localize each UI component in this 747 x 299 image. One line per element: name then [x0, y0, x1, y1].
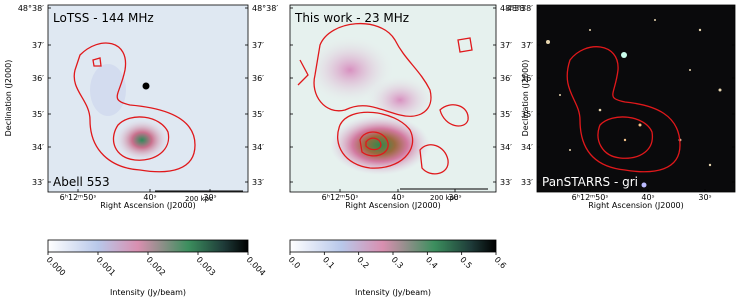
- y-tick-label: 48°38′: [252, 4, 278, 13]
- y-tick-label: 34′: [252, 143, 264, 152]
- x-axis-title: Right Ascension (J2000): [588, 201, 684, 210]
- y-tick-label: 37′: [521, 41, 533, 50]
- colorbar-tick-label: 0.5: [458, 255, 473, 270]
- y-tick-label: 48°38′: [507, 4, 533, 13]
- image: [47, 4, 249, 193]
- stars: [546, 19, 722, 188]
- y-axis-title: Declination (J2000): [521, 60, 530, 137]
- y-tick-label: 37′: [252, 41, 264, 50]
- contour: [359, 131, 389, 157]
- source: [142, 82, 150, 90]
- scalebar-label: 200 kpc: [430, 194, 458, 202]
- y-tick-label: 37′: [500, 41, 512, 50]
- contour: [297, 59, 309, 86]
- image: [536, 4, 736, 193]
- y-tick-label: 35′: [521, 110, 533, 119]
- emission: [90, 64, 126, 116]
- colorbar-tick-label: 0.2: [355, 255, 370, 270]
- colorbar: [289, 239, 497, 253]
- contour: [112, 116, 170, 161]
- contour: [597, 116, 653, 159]
- contour: [73, 42, 196, 173]
- emission: [365, 75, 435, 125]
- colorbar-tick-label: 0.002: [145, 255, 168, 278]
- x-axis-title: Right Ascension (J2000): [100, 201, 196, 210]
- y-tick-label: 35′: [252, 110, 264, 119]
- contour: [439, 104, 469, 127]
- x-tick-label: 6ʰ12ᵐ50ˢ: [60, 193, 97, 202]
- colorbar-tick-label: 0.000: [45, 255, 68, 278]
- y-tick-label: 33′: [521, 178, 533, 187]
- colorbar-tick-label: 0.0: [287, 255, 302, 270]
- colorbar-tick-label: 0.001: [95, 255, 118, 278]
- colorbar: [47, 239, 249, 253]
- panel-1: LoTSS - 144 MHz Abell 553 200 kpc: [47, 4, 249, 203]
- colorbar-tick-label: 0.3: [390, 255, 405, 270]
- x-tick-label: 40ˢ: [391, 193, 404, 202]
- emission: [114, 118, 170, 162]
- x-tick-label: 30ˢ: [203, 193, 216, 202]
- contour: [566, 46, 681, 173]
- panel-label: PanSTARRS - gri: [542, 175, 638, 189]
- contour: [457, 37, 473, 53]
- panel-2: This work - 23 MHz 200 kpc: [289, 4, 497, 202]
- panel-label: This work - 23 MHz: [294, 11, 409, 25]
- colorbar-tick-label: 0.004: [245, 255, 268, 278]
- x-axis-title: Right Ascension (J2000): [345, 201, 441, 210]
- y-tick-label: 34′: [500, 143, 512, 152]
- x-tick-label: 40ˢ: [143, 193, 156, 202]
- y-tick-label: 34′: [32, 143, 44, 152]
- x-tick-label: 6ʰ12ᵐ50ˢ: [322, 193, 359, 202]
- contour: [337, 111, 414, 169]
- contour: [365, 137, 382, 151]
- y-tick-label: 34′: [521, 143, 533, 152]
- emission: [330, 115, 430, 175]
- panel-label: LoTSS - 144 MHz: [53, 11, 154, 25]
- x-tick-label: 40ˢ: [641, 193, 654, 202]
- y-tick-label: 33′: [252, 178, 264, 187]
- y-axis-title: Declination (J2000): [4, 60, 13, 137]
- y-tick-label: 36′: [252, 74, 264, 83]
- colorbar-tick-label: 0.1: [321, 255, 336, 270]
- scalebar-label: 200 kpc: [185, 195, 213, 203]
- panel-3: PanSTARRS - gri: [536, 4, 736, 193]
- y-tick-label: 33′: [500, 178, 512, 187]
- contour: [92, 57, 102, 67]
- y-tick-label: 48°38′: [500, 4, 526, 13]
- y-tick-label: 35′: [500, 110, 512, 119]
- colorbar-tick-label: 0.4: [424, 255, 439, 270]
- y-tick-label: 36′: [521, 74, 533, 83]
- contour: [419, 144, 449, 175]
- y-tick-label: 33′: [32, 178, 44, 187]
- colorbar-title: Intensity (Jy/beam): [110, 288, 186, 297]
- x-tick-label: 30ˢ: [448, 193, 461, 202]
- contour: [313, 22, 432, 117]
- colorbar-tick-label: 0.003: [195, 255, 218, 278]
- colorbar-title: Intensity (Jy/beam): [355, 288, 431, 297]
- y-tick-label: 36′: [500, 74, 512, 83]
- corner-label: Abell 553: [53, 175, 110, 189]
- x-tick-label: 30ˢ: [698, 193, 711, 202]
- y-tick-label: 48°38′: [18, 4, 44, 13]
- y-tick-label: 37′: [32, 41, 44, 50]
- y-tick-label: 36′: [32, 74, 44, 83]
- colorbar-tick-label: 0.6: [493, 255, 508, 270]
- x-tick-label: 6ʰ12ᵐ50ˢ: [572, 193, 609, 202]
- y-tick-label: 35′: [32, 110, 44, 119]
